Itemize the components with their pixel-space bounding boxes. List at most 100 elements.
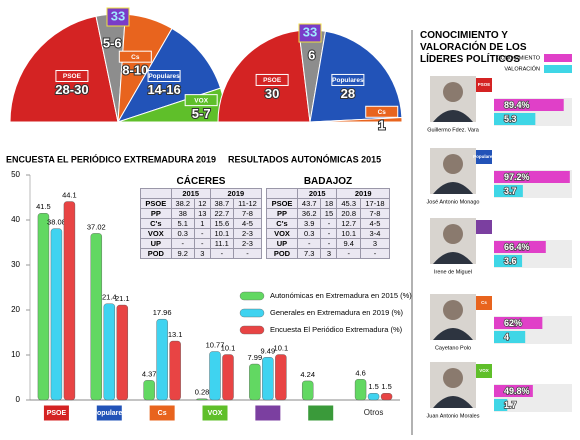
table-title: CÁCERES: [176, 176, 226, 187]
table-cell: 4-5: [359, 218, 391, 229]
bar-value-label: 4.6: [355, 368, 365, 377]
bar: [196, 398, 208, 401]
table-cell: 11.1: [209, 238, 234, 249]
table-cell: 45.3: [336, 198, 361, 209]
seat-label: 6: [308, 48, 315, 63]
party-logo: [118, 50, 152, 63]
bar-value-label: 0.28: [195, 388, 210, 397]
party-logo-text: Cs: [131, 54, 140, 61]
table-cell: 38.2: [170, 198, 195, 209]
y-tick-label: 0: [16, 395, 21, 404]
bar: [90, 233, 102, 401]
legend-swatch: [239, 308, 265, 318]
bar: [494, 385, 533, 397]
bar-value-label: 37.02: [87, 222, 106, 231]
seat-label: 5-7: [192, 106, 211, 121]
table-cell: -: [193, 238, 211, 249]
bar-value-label: 1.7: [504, 400, 517, 410]
table-cell: 20.8: [336, 208, 361, 219]
bar-value-label: 49.8%: [504, 386, 530, 396]
bar: [494, 171, 570, 183]
table-cell: -: [320, 238, 338, 249]
table-cell: 1: [193, 218, 211, 229]
bar: [380, 393, 393, 401]
table-party: PSOE: [266, 198, 298, 209]
seat-label: 1: [378, 118, 385, 133]
table-cell: 15: [320, 208, 338, 219]
party-logo-text: Cs: [378, 109, 387, 116]
category-logo: [201, 404, 229, 422]
bar-value-label: 10.1: [221, 344, 236, 353]
table-cell: -: [359, 248, 391, 259]
table-cell: 0.3: [296, 228, 322, 239]
bar-value-label: 41.5: [36, 202, 51, 211]
table-cell: 4-5: [232, 218, 263, 229]
seat-label: 28-30: [55, 82, 88, 97]
legend-label: CONOCIMIENTO: [497, 55, 541, 61]
table-row: PP 38 13 22.7 7-8: [140, 208, 263, 219]
table-row: UP - -11.1 2-3: [140, 238, 263, 249]
bar-value-label: 89.4%: [504, 100, 530, 110]
table-row: POD 9.2 3- -: [140, 248, 263, 259]
bar-value-label: 62%: [504, 318, 522, 328]
party-logo-text: PSOE: [63, 73, 82, 80]
bar-value-label: 4.37: [142, 369, 157, 378]
photo-body: [433, 252, 473, 264]
bar-value-label: 3.7: [504, 186, 517, 196]
y-tick-label: 20: [11, 305, 20, 314]
leader-name: Cayetano Polo: [435, 345, 471, 351]
party-logo: [55, 70, 89, 83]
category-logo: [148, 404, 176, 422]
table-party: VOX: [266, 228, 298, 239]
party-logo-text: Populares: [148, 73, 180, 80]
photo-body: [433, 328, 473, 340]
table-year: 2015: [170, 188, 211, 199]
table-cell: 43.7: [296, 198, 322, 209]
table-row: POD 7.3 3- -: [266, 248, 391, 259]
table-party: POD: [266, 248, 298, 259]
results-table-box: CÁCERES 2015 2019 PSOE 38.2 12 38.7 11-12 PP 38 13…: [140, 176, 263, 259]
bar-value-label: 4: [504, 332, 509, 342]
table-cell: 11-12: [232, 198, 263, 209]
table-cell: -: [170, 238, 195, 249]
seat-segment: [9, 15, 119, 123]
bar: [37, 213, 50, 401]
bar-value-label: 21.1: [115, 294, 130, 303]
seat-label: 30: [265, 86, 279, 101]
table-cell: 36.2: [296, 208, 322, 219]
bar: [494, 399, 508, 411]
table-cell: 12.7: [336, 218, 361, 229]
seat-label: 5-6: [103, 35, 122, 50]
bar-value-label: 21.4: [102, 293, 117, 302]
party-logo-text: Populares: [473, 154, 495, 159]
table-row: VOX 0.3-10.1 2-3: [140, 228, 263, 239]
table-cell: -: [336, 248, 361, 259]
leader-name: Guillermo Fdez. Vara: [427, 127, 479, 133]
legend-label: Autonómicas en Extremadura en 2015 (%): [270, 291, 412, 300]
majority-flag: [298, 23, 322, 43]
bar-value-label: 97.2%: [504, 172, 530, 182]
bar-value-label: 4.24: [300, 370, 315, 379]
bar-value-label: 38.08: [47, 218, 66, 227]
bar-value-label: 9.49: [261, 346, 276, 355]
table-cell: 3-4: [359, 228, 391, 239]
party-logo: [255, 73, 289, 86]
bar-value-label: 5.3: [504, 114, 517, 124]
bar-value-label: 66.4%: [504, 242, 530, 252]
table-cell: -: [232, 248, 263, 259]
bar: [494, 255, 523, 267]
leaders-title: CONOCIMIENTO Y VALORACIÓN DE LOS LÍDERES…: [420, 30, 527, 65]
table-party: PP: [266, 208, 298, 219]
chart-title: RESULTADOS AUTONÓMICAS 2015: [228, 153, 381, 164]
bar: [249, 363, 261, 401]
bar: [494, 331, 526, 343]
table-cell: 10.1: [336, 228, 361, 239]
table-party: C's: [140, 218, 172, 229]
photo-head: [443, 368, 463, 388]
table-year: 2015: [296, 188, 338, 199]
table-cell: -: [193, 228, 211, 239]
bar: [494, 317, 543, 329]
x-tick-label: VOX: [208, 410, 223, 417]
table-cell: 3.9: [296, 218, 322, 229]
